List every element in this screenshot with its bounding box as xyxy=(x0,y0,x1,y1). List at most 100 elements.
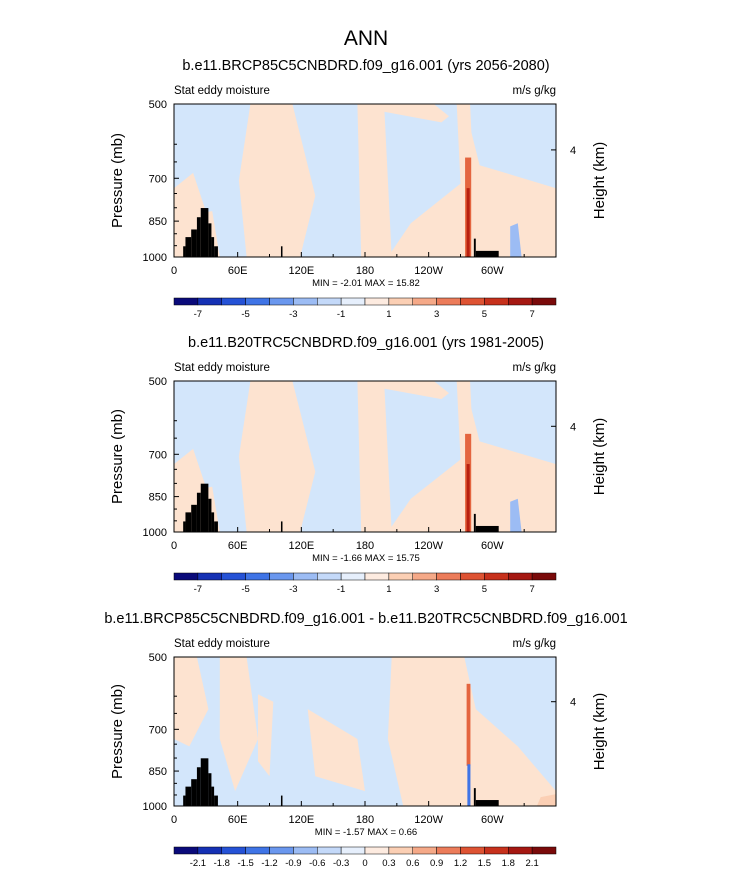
colorbar-label: 1 xyxy=(386,584,391,595)
colorbar-label: 0.9 xyxy=(430,858,443,869)
colorbar-box xyxy=(173,572,199,581)
y-tick-label: 500 xyxy=(149,376,167,388)
panel-title: b.e11.B20TRC5CNBDRD.f09_g16.001 (yrs 198… xyxy=(188,335,544,351)
chart-panel-1: b.e11.BRCP85C5CNBDRD.f09_g16.001 (yrs 20… xyxy=(109,58,608,320)
y-tick-label: 850 xyxy=(149,492,167,504)
colorbar-label: -3 xyxy=(289,309,297,320)
terrain-block xyxy=(211,237,215,257)
colorbar-box xyxy=(364,846,390,855)
y-tick-label: 700 xyxy=(149,173,167,185)
terrain-block xyxy=(473,238,476,257)
y-axis-title-right: Height (km) xyxy=(591,418,608,496)
colorbar-label: 7 xyxy=(529,309,534,320)
min-max-stats: MIN = -2.01 MAX = 15.82 xyxy=(312,278,420,289)
positive-region-west xyxy=(238,381,316,532)
panel-left-label: Stat eddy moisture xyxy=(174,362,270,374)
y-axis-title: Pressure (mb) xyxy=(109,133,126,228)
terrain-block xyxy=(200,208,209,257)
colorbar-label: -1.2 xyxy=(261,858,277,869)
field-shading xyxy=(174,381,556,532)
terrain-block xyxy=(183,521,186,532)
positive-region-west xyxy=(238,104,316,257)
colorbar-box xyxy=(484,572,509,581)
terrain-block xyxy=(191,229,197,257)
terrain-block xyxy=(191,504,197,532)
colorbar-box xyxy=(388,297,413,306)
x-tick-label: 60E xyxy=(228,814,248,826)
peak-core xyxy=(466,188,470,257)
terrain-block xyxy=(214,246,218,257)
colorbar-box xyxy=(245,846,270,855)
x-tick-label: 60W xyxy=(481,814,504,826)
y-tick-label: 1000 xyxy=(143,527,167,539)
y-axis-title: Pressure (mb) xyxy=(109,684,126,779)
positive-region-strip xyxy=(258,694,274,777)
terrain-block xyxy=(185,237,192,257)
colorbar-box xyxy=(269,846,294,855)
height-tick-label: 4 xyxy=(570,421,576,433)
colorbar-label: 0 xyxy=(362,858,367,869)
y-tick-label: 850 xyxy=(149,766,167,778)
colorbar-box xyxy=(364,297,390,306)
colorbar-label: 7 xyxy=(529,584,534,595)
height-tick-label: 4 xyxy=(570,145,576,157)
min-max-stats: MIN = -1.57 MAX = 0.66 xyxy=(315,827,417,838)
terrain-block xyxy=(200,483,209,532)
y-tick-label: 700 xyxy=(149,724,167,736)
colorbar-box xyxy=(388,846,413,855)
panel-units-label: m/s g/kg xyxy=(513,362,556,374)
negative-blob xyxy=(510,223,522,257)
panel-left-label: Stat eddy moisture xyxy=(174,85,270,97)
colorbar-box xyxy=(197,846,222,855)
x-tick-label: 120W xyxy=(414,814,443,826)
x-tick-label: 120E xyxy=(288,540,314,552)
terrain-block xyxy=(280,795,283,806)
colorbar-label: 1 xyxy=(386,309,391,320)
positive-region-east xyxy=(387,657,556,806)
colorbar-box xyxy=(245,297,270,306)
x-tick-label: 180 xyxy=(356,540,374,552)
colorbar-label: -1.5 xyxy=(237,858,253,869)
terrain-block xyxy=(473,513,476,532)
terrain-block xyxy=(475,800,499,806)
y-tick-label: 500 xyxy=(149,652,167,664)
colorbar-box xyxy=(364,572,390,581)
terrain-block xyxy=(208,498,212,532)
colorbar-box xyxy=(460,297,485,306)
colorbar-box xyxy=(436,846,461,855)
colorbar-label: -7 xyxy=(194,584,202,595)
colorbar-box xyxy=(460,846,485,855)
colorbar-label: -0.6 xyxy=(309,858,325,869)
terrain-block xyxy=(208,223,212,257)
colorbar-box xyxy=(340,572,366,581)
figure-title: ANN xyxy=(344,27,388,50)
colorbar-box xyxy=(317,846,342,855)
colorbar-label: -5 xyxy=(241,309,249,320)
terrain-block xyxy=(200,758,209,806)
y-tick-label: 850 xyxy=(149,216,167,228)
colorbar-box xyxy=(412,297,437,306)
x-tick-label: 60E xyxy=(228,540,248,552)
colorbar-box xyxy=(484,297,509,306)
colorbar-label: 5 xyxy=(482,309,487,320)
colorbar-box xyxy=(508,572,533,581)
negative-blob xyxy=(510,498,522,532)
terrain-block xyxy=(183,246,186,257)
field-shading xyxy=(174,657,556,806)
panel-left-label: Stat eddy moisture xyxy=(174,638,270,650)
x-tick-label: 180 xyxy=(356,265,374,277)
colorbar-box xyxy=(173,846,199,855)
colorbar-label: -7 xyxy=(194,309,202,320)
colorbar-box xyxy=(460,572,485,581)
colorbar-box xyxy=(269,572,294,581)
colorbar-label: -1 xyxy=(337,309,345,320)
colorbar-box xyxy=(245,572,270,581)
colorbar-label: 1.5 xyxy=(478,858,491,869)
x-tick-label: 120W xyxy=(414,265,443,277)
y-axis-title-right: Height (km) xyxy=(591,142,608,220)
colorbar-label: -2.1 xyxy=(190,858,206,869)
y-axis-title: Pressure (mb) xyxy=(109,409,126,504)
colorbar-box xyxy=(197,297,222,306)
x-tick-label: 120W xyxy=(414,540,443,552)
x-tick-label: 60E xyxy=(228,265,248,277)
